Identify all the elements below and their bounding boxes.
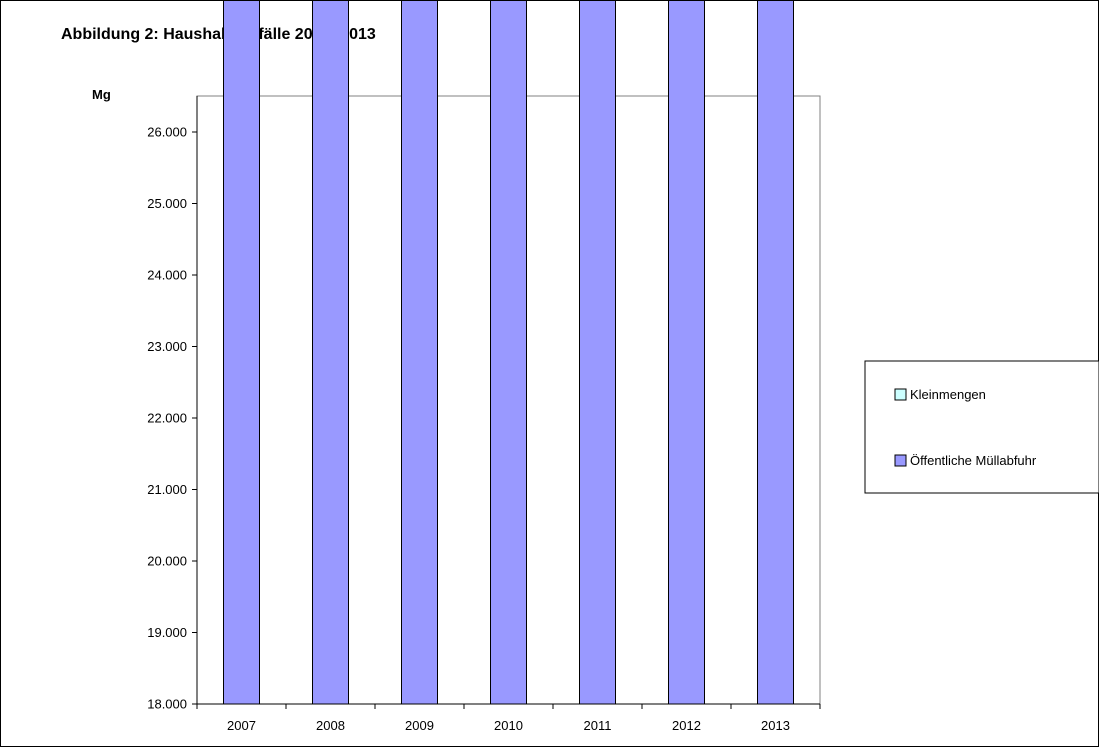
y-tick-label: 23.000: [147, 339, 187, 354]
bar-oeffentliche-muellabfuhr-2010: [490, 1, 527, 705]
x-tick-label: 2008: [316, 718, 345, 733]
x-tick-label: 2012: [672, 718, 701, 733]
bar-oeffentliche-muellabfuhr-2011: [579, 1, 616, 705]
y-tick-label: 22.000: [147, 411, 187, 426]
y-tick-label: 21.000: [147, 482, 187, 497]
y-tick-label: 19.000: [147, 625, 187, 640]
legend-swatch-kleinmengen: [894, 388, 907, 401]
legend-box: [864, 360, 1099, 494]
x-tick-label: 2010: [494, 718, 523, 733]
y-tick-label: 25.000: [147, 196, 187, 211]
y-tick-label: 18.000: [147, 697, 187, 712]
legend: Kleinmengen Öffentliche Müllabfuhr: [864, 360, 1099, 494]
y-axis: 18.000 19.000 20.000 21.000 22.000 23.000 24.0…: [147, 96, 198, 712]
bar-oeffentliche-muellabfuhr-2013: [757, 1, 794, 705]
bar-oeffentliche-muellabfuhr-2008: [312, 1, 349, 705]
bar-oeffentliche-muellabfuhr-2012: [668, 1, 705, 705]
legend-swatch-oeffentliche-muellabfuhr: [894, 454, 907, 467]
bar-oeffentliche-muellabfuhr-2009: [401, 1, 438, 705]
x-tick-label: 2007: [227, 718, 256, 733]
x-axis: 2007 2008 2009 2010 2011 2012 2013: [196, 703, 821, 733]
y-tick-label: 26.000: [147, 125, 187, 140]
legend-label-kleinmengen: Kleinmengen: [910, 387, 986, 402]
y-tick-label: 20.000: [147, 554, 187, 569]
bar-oeffentliche-muellabfuhr-2007: [223, 1, 260, 705]
legend-label-oeffentliche-muellabfuhr: Öffentliche Müllabfuhr: [910, 453, 1037, 468]
y-axis-unit-label: Mg: [92, 87, 111, 102]
chart-title: Abbildung 2: Haushaltsabfälle 2007- 2013: [61, 26, 376, 43]
y-tick-label: 24.000: [147, 268, 187, 283]
x-tick-label: 2013: [761, 718, 790, 733]
x-tick-label: 2009: [405, 718, 434, 733]
x-tick-label: 2011: [584, 718, 612, 733]
bars: [223, 1, 794, 705]
